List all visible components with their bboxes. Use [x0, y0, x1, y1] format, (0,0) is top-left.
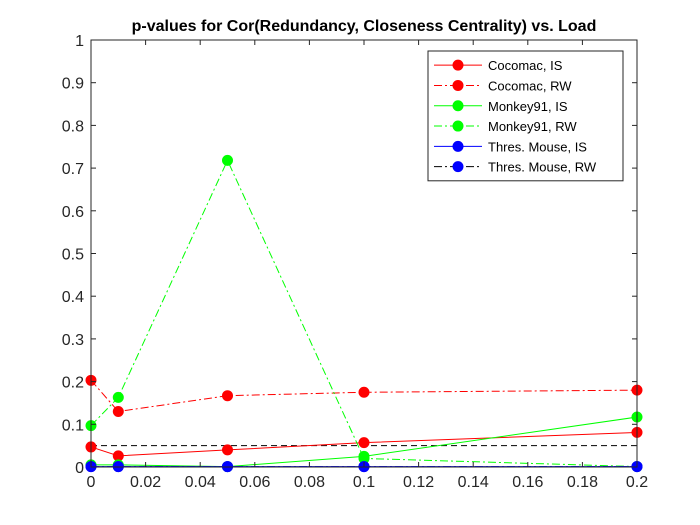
legend-label: Cocomac, RW	[488, 78, 572, 93]
x-tick-label: 0.12	[403, 474, 434, 491]
legend-label: Monkey91, IS	[488, 99, 568, 114]
x-tick-label: 0.18	[567, 474, 598, 491]
y-tick-label: 0.1	[62, 417, 84, 434]
axis-ticks: 0 0.02 0.04 0.06 0.08 0.1 0.12 0.14 0.16 0.18 0.2 0…	[62, 33, 648, 491]
legend-label: Thres. Mouse, IS	[488, 139, 587, 154]
x-tick-label: 0	[87, 474, 96, 491]
y-tick-label: 0.5	[62, 247, 84, 264]
legend-marker	[452, 79, 464, 91]
y-tick-label: 0.7	[62, 161, 84, 178]
legend-label: Monkey91, RW	[488, 119, 577, 134]
legend-marker	[452, 59, 464, 71]
legend-box	[427, 50, 624, 182]
data-point	[112, 405, 124, 417]
y-tick-label: 0.9	[62, 76, 84, 93]
y-tick-label: 0	[75, 460, 84, 477]
data-point	[222, 444, 233, 456]
y-tick-label: 0.8	[62, 118, 84, 135]
chart-title: p-values for Cor(Redundancy, Closeness C…	[132, 18, 597, 35]
legend-marker	[452, 161, 464, 173]
data-point	[222, 390, 233, 402]
y-tick-label: 0.2	[62, 375, 84, 392]
legend-label: Cocomac, IS	[488, 58, 563, 73]
x-tick-label: 0.08	[294, 474, 325, 491]
legend-marker	[452, 100, 464, 112]
x-tick-label: 0.02	[130, 474, 161, 491]
y-tick-label: 0.6	[62, 204, 84, 221]
x-tick-label: 0.04	[185, 474, 216, 491]
data-point	[222, 154, 233, 166]
y-tick-label: 0.3	[62, 332, 84, 349]
legend-label: Thres. Mouse, RW	[488, 160, 597, 175]
data-point	[358, 386, 370, 398]
y-tick-label: 0.4	[62, 289, 84, 306]
data-point	[358, 437, 370, 449]
legend-marker	[452, 140, 464, 152]
x-tick-label: 0.1	[353, 474, 375, 491]
x-tick-label: 0.06	[239, 474, 270, 491]
x-tick-label: 0.16	[512, 474, 543, 491]
legend: Cocomac, IS Cocomac, RW Monkey91, IS Monkey…	[427, 50, 624, 182]
data-point	[112, 391, 124, 403]
x-tick-label: 0.14	[458, 474, 489, 491]
y-tick-label: 1	[75, 33, 84, 50]
legend-marker	[452, 120, 464, 132]
x-tick-label: 0.2	[626, 474, 648, 491]
